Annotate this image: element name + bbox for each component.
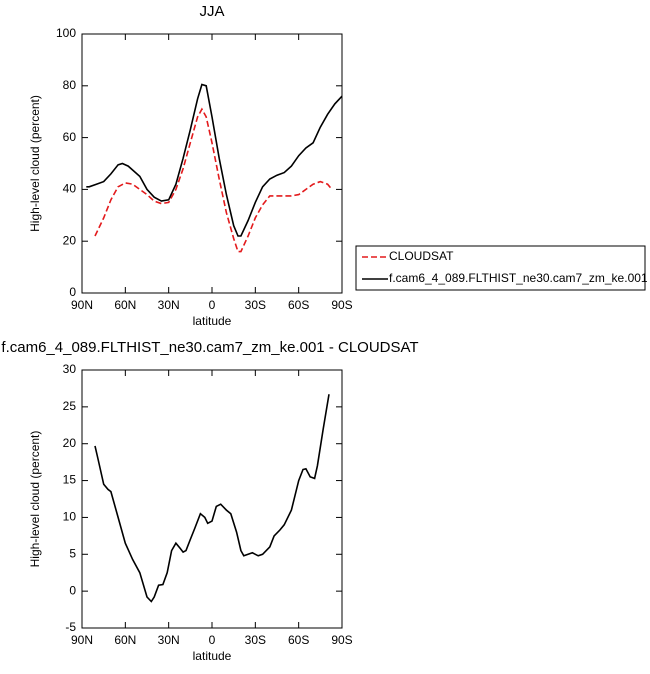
- x-tick-label: 60S: [288, 633, 309, 647]
- plot-frame: [81, 33, 343, 294]
- data-line: [86, 83, 343, 237]
- chart-title: f.cam6_4_089.FLTHIST_ne30.cam7_zm_ke.001…: [1, 339, 418, 356]
- y-tick-label: 15: [63, 473, 77, 487]
- x-tick-label: 90N: [71, 633, 93, 647]
- y-tick-label: 60: [63, 130, 77, 144]
- legend-box: [355, 245, 646, 291]
- y-tick-label: 80: [63, 78, 77, 92]
- plot-frame: [81, 369, 343, 629]
- legend-label: CLOUDSAT: [389, 249, 454, 263]
- x-tick-label: 90S: [331, 633, 352, 647]
- x-tick-label: 30N: [158, 298, 180, 312]
- x-tick-label: 30N: [158, 633, 180, 647]
- y-tick-label: 0: [69, 285, 76, 299]
- chart-title: JJA: [199, 3, 224, 20]
- y-axis-label: High-level cloud (percent): [28, 95, 42, 232]
- legend-label: f.cam6_4_089.FLTHIST_ne30.cam7_zm_ke.001: [389, 271, 648, 285]
- x-tick-label: 30S: [245, 633, 266, 647]
- y-axis-label: High-level cloud (percent): [28, 431, 42, 568]
- y-tick-label: 0: [69, 583, 76, 597]
- y-tick-label: -5: [65, 620, 76, 634]
- x-axis-label: latitude: [193, 649, 232, 663]
- x-tick-label: 0: [209, 298, 216, 312]
- y-tick-label: 5: [69, 546, 76, 560]
- x-tick-label: 60N: [114, 298, 136, 312]
- y-tick-label: 40: [63, 182, 77, 196]
- y-tick-label: 10: [63, 510, 77, 524]
- x-tick-label: 30S: [245, 298, 266, 312]
- x-tick-label: 60S: [288, 298, 309, 312]
- y-tick-label: 20: [63, 233, 77, 247]
- y-tick-label: 100: [56, 26, 76, 40]
- x-tick-label: 0: [209, 633, 216, 647]
- y-tick-label: 30: [63, 362, 77, 376]
- x-tick-label: 90N: [71, 298, 93, 312]
- x-axis-label: latitude: [193, 314, 232, 328]
- y-tick-label: 20: [63, 436, 77, 450]
- y-tick-label: 25: [63, 399, 77, 413]
- x-tick-label: 60N: [114, 633, 136, 647]
- data-line: [94, 394, 330, 603]
- x-tick-label: 90S: [331, 298, 352, 312]
- data-line: [94, 107, 333, 253]
